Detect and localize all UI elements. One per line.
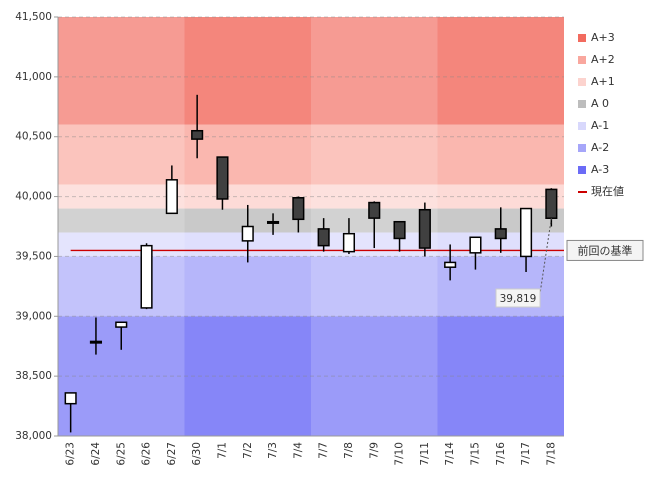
candle-body <box>342 232 356 253</box>
candle-body <box>266 220 280 224</box>
y-tick-label: 38,000 <box>15 430 52 442</box>
legend-label: A+2 <box>591 53 615 66</box>
legend-swatch <box>578 56 586 64</box>
candle-body <box>545 188 558 219</box>
legend-swatch <box>578 122 586 130</box>
x-tick-label: 6/25 <box>115 442 127 466</box>
callout-label: 前回の基準 <box>578 243 633 257</box>
x-tick-label: 7/17 <box>520 442 532 466</box>
legend-swatch <box>578 144 586 152</box>
y-tick-label: 41,000 <box>15 71 52 83</box>
y-tick-label: 39,000 <box>15 310 52 322</box>
band <box>58 184 564 209</box>
x-tick-label: 7/14 <box>444 442 456 466</box>
candle-body <box>469 236 482 254</box>
callout-box <box>566 239 644 261</box>
band <box>58 17 564 125</box>
week-shade <box>58 17 185 436</box>
candle-body <box>89 340 103 344</box>
band <box>58 208 564 233</box>
x-tick-label: 7/2 <box>242 442 254 459</box>
legend-swatch <box>578 166 586 174</box>
candle-body <box>241 225 254 242</box>
x-tick-label: 7/9 <box>368 442 380 459</box>
x-tick-label: 7/11 <box>419 442 431 466</box>
legend-label: A 0 <box>591 97 609 110</box>
x-tick-label: 7/15 <box>469 442 481 466</box>
candle-body <box>393 220 406 240</box>
y-tick-label: 40,500 <box>15 131 52 143</box>
band <box>58 124 564 185</box>
plot-area: 38,000 38,500 39,000 39,500 40,000 40,500 41,0… <box>15 11 644 466</box>
y-tick-label: 40,000 <box>15 191 52 203</box>
x-tick-label: 6/30 <box>191 442 203 466</box>
candle-body <box>165 179 178 215</box>
x-tick-label: 6/26 <box>141 442 153 466</box>
candle-body <box>64 392 77 405</box>
candle-body <box>140 244 153 309</box>
legend-label: 現在値 <box>591 185 624 198</box>
legend-swatch <box>578 100 586 108</box>
legend-swatch <box>578 34 586 42</box>
annotation-label: 39,819 <box>500 293 537 305</box>
x-tick-label: 6/23 <box>65 442 77 466</box>
candle-body <box>191 129 204 140</box>
candle-body <box>519 207 533 258</box>
legend-label: A-3 <box>591 163 609 176</box>
x-tick-label: 7/18 <box>545 442 557 466</box>
annotation-box <box>495 288 541 308</box>
y-tick-label: 39,500 <box>15 250 52 262</box>
x-tick-label: 7/8 <box>343 442 355 459</box>
candle-body <box>115 321 128 328</box>
x-tick-label: 6/27 <box>166 442 178 466</box>
x-tick-label: 7/7 <box>318 442 330 459</box>
candle-body <box>317 228 330 247</box>
legend-label: A-1 <box>591 119 609 132</box>
y-tick-label: 38,500 <box>15 370 52 382</box>
candle-body <box>418 208 431 249</box>
y-tick-label: 41,500 <box>15 11 52 23</box>
x-tick-label: 7/16 <box>495 442 507 466</box>
annotation-leader <box>538 218 552 299</box>
candle-body <box>368 201 381 219</box>
legend-label: A+1 <box>591 75 615 88</box>
legend-swatch <box>578 78 586 86</box>
candle-body <box>292 197 305 221</box>
x-tick-label: 6/24 <box>90 442 102 466</box>
x-tick-label: 7/10 <box>394 442 406 466</box>
candle-body <box>216 156 229 200</box>
candle-body <box>444 261 457 268</box>
x-tick-label: 7/1 <box>216 442 228 459</box>
band <box>58 316 564 436</box>
candle-body <box>494 228 507 240</box>
x-tick-label: 7/4 <box>292 442 304 459</box>
legend: A+3 A+2 A+1 A 0 A-1 A-2 A-3 現在値 <box>578 31 624 198</box>
x-tick-label: 7/3 <box>267 442 279 459</box>
legend-label: A-2 <box>591 141 609 154</box>
legend-label: A+3 <box>591 31 615 44</box>
